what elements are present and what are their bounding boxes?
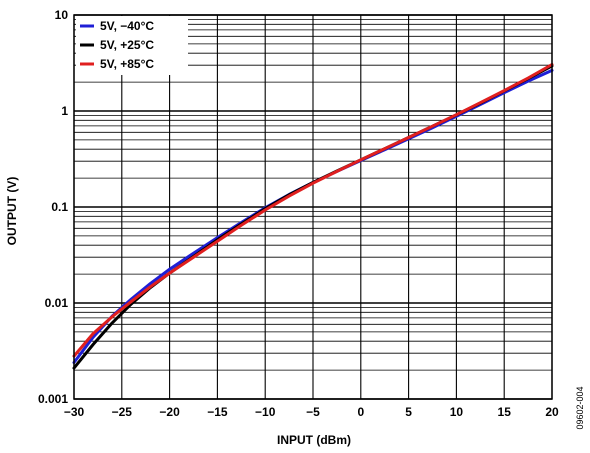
y-tick-label: 1: [61, 104, 68, 118]
y-axis-title: OUTPUT (V): [5, 177, 19, 246]
x-tick-label: 20: [545, 405, 559, 419]
y-tick-labels: 0.001 0.01 0.1 1 10: [38, 8, 68, 406]
figure-id: 09602-004: [575, 386, 585, 429]
x-axis-title: INPUT (dBm): [277, 433, 351, 447]
y-tick-label: 10: [55, 8, 69, 22]
x-tick-label: −5: [306, 405, 320, 419]
x-tick-label: 15: [498, 405, 512, 419]
legend-label: 5V, −40°C: [100, 19, 154, 33]
legend-label: 5V, +25°C: [100, 38, 154, 52]
x-tick-label: 5: [405, 405, 412, 419]
x-tick-labels: −30 −25 −20 −15 −10 −5 0 5 10 15 20: [64, 405, 559, 419]
legend: 5V, −40°C 5V, +25°C 5V, +85°C: [76, 16, 188, 75]
x-tick-label: −25: [112, 405, 133, 419]
x-tick-label: −10: [255, 405, 276, 419]
x-tick-label: −20: [159, 405, 180, 419]
y-tick-label: 0.01: [45, 296, 69, 310]
y-tick-label: 0.1: [51, 200, 68, 214]
x-tick-label: 0: [357, 405, 364, 419]
x-tick-label: −15: [207, 405, 228, 419]
x-tick-label: 10: [450, 405, 464, 419]
series-layer: [72, 63, 554, 370]
y-tick-label: 0.001: [38, 392, 68, 406]
x-tick-label: −30: [64, 405, 85, 419]
legend-box: [76, 16, 188, 75]
plot-frame: [73, 14, 553, 400]
legend-label: 5V, +85°C: [100, 57, 154, 71]
series-line: [72, 63, 554, 358]
